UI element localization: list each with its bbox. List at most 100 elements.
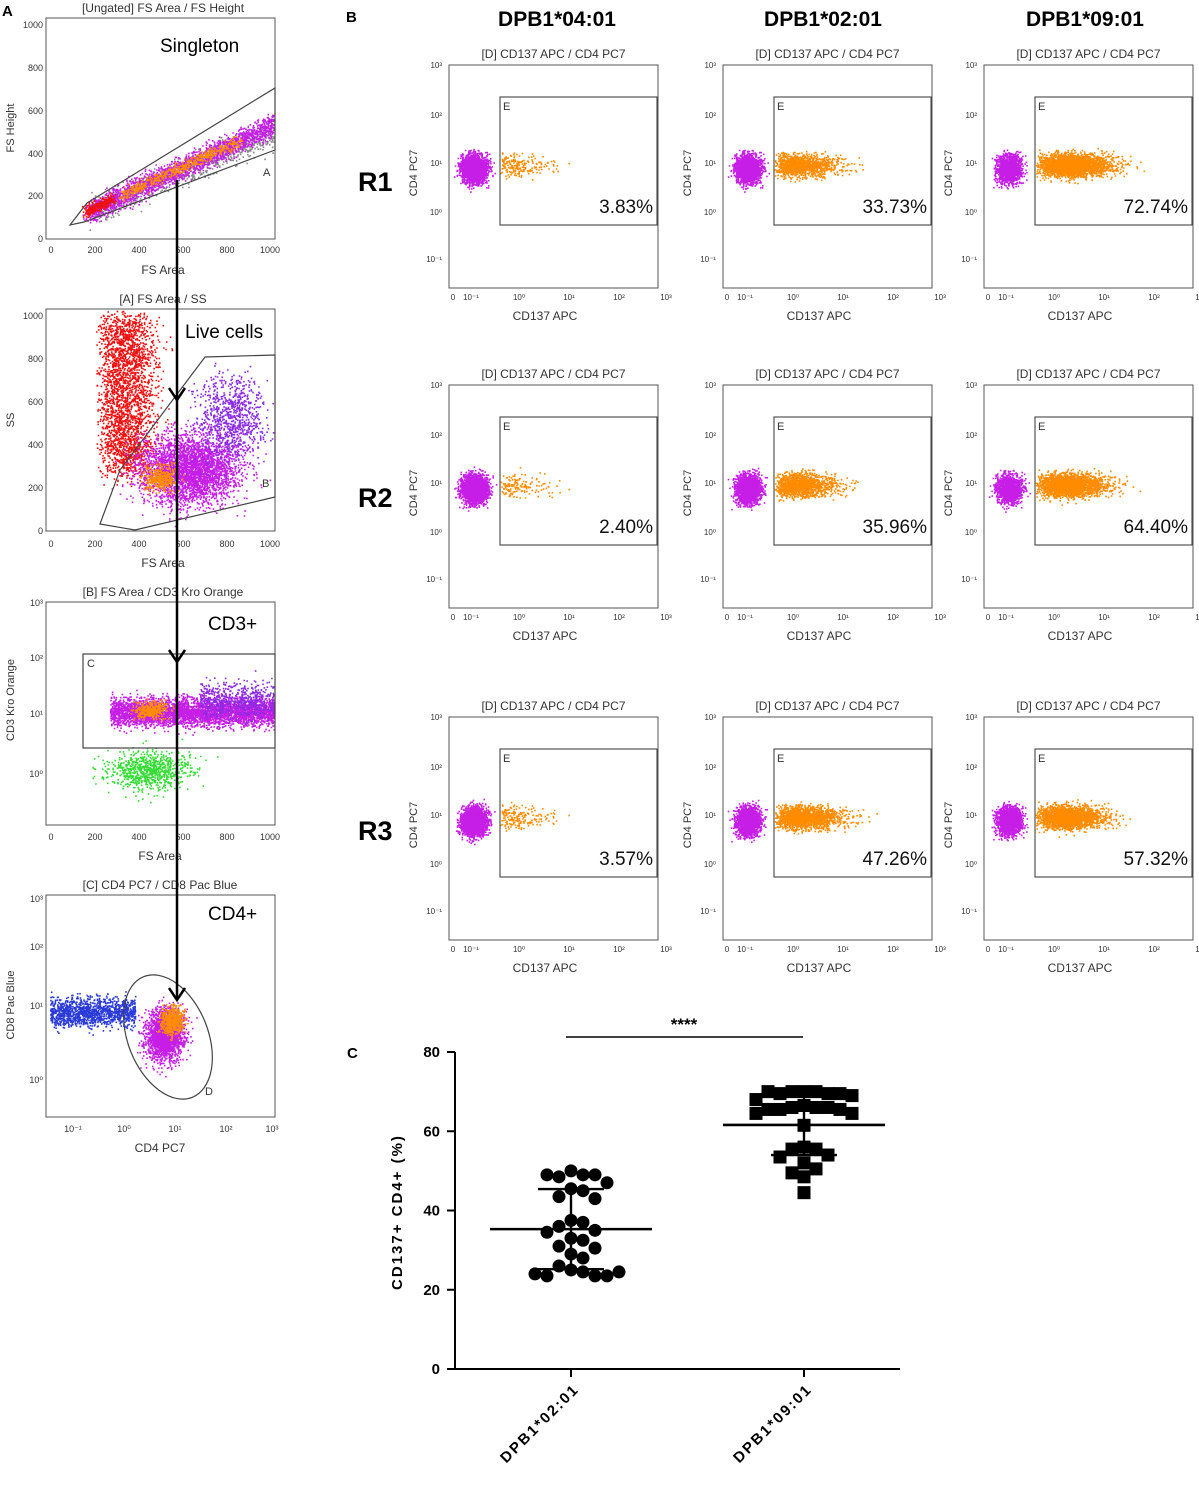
x-tick: 10³ <box>934 293 946 302</box>
x-tick: 200 <box>87 832 102 842</box>
x-axis-label: CD137 APC <box>513 309 578 323</box>
data-point-square <box>845 1106 859 1120</box>
data-point-circle <box>552 1219 566 1233</box>
x-tick: 10¹ <box>563 613 575 622</box>
event-dot-cloud <box>139 460 185 495</box>
y-axis-label: CD4 PC7 <box>943 802 955 848</box>
data-point-square <box>797 1140 811 1154</box>
data-point-circle <box>564 1213 578 1227</box>
data-point-square <box>797 1186 811 1200</box>
data-point-circle <box>564 1247 578 1261</box>
x-tick: 10³ <box>934 613 946 622</box>
plot-title: [D] CD137 APC / CD4 PC7 <box>1016 47 1160 61</box>
percentage-label: 33.73% <box>863 197 928 218</box>
x-tick: 10³ <box>660 293 672 302</box>
gating-plot-live-cells: [A] FS Area / SS B Live cells 0 200 400 … <box>5 292 280 570</box>
y-tick: 10⁰ <box>704 860 716 869</box>
flow-plot: [D] CD137 APC / CD4 PC7 E 3.83% 10³ 10² 10¹ 10… <box>408 47 672 323</box>
y-axis-label: CD8 Pac Blue <box>5 970 17 1039</box>
y-tick: 10¹ <box>430 811 442 820</box>
gate-label-d: D <box>205 1086 213 1098</box>
y-tick: 10³ <box>965 713 977 722</box>
y-tick: 10³ <box>965 381 977 390</box>
event-dot-cloud <box>774 801 878 835</box>
gate-b-outline <box>99 354 276 531</box>
y-tick: 10⁰ <box>704 208 716 217</box>
x-tick: 400 <box>131 245 146 255</box>
x-tick: 10⁰ <box>513 293 525 302</box>
x-axis-label: CD137 APC <box>1048 961 1113 975</box>
x-tick: 10¹ <box>168 1124 181 1134</box>
data-point-circle <box>600 1269 614 1283</box>
data-point-square <box>821 1148 835 1162</box>
x-tick: 10³ <box>934 945 946 954</box>
y-axis-label: CD4 PC7 <box>682 802 694 848</box>
x-tick: 10¹ <box>837 613 849 622</box>
event-dot-cloud <box>1036 147 1146 185</box>
x-tick-labels: 10⁻¹ 10⁰ 10¹ 10² 10³ <box>64 1124 278 1134</box>
flow-plot-grid: [D] CD137 APC / CD4 PC7 E 3.83% 10³ 10² 10¹ 10… <box>408 47 1199 975</box>
plot-frame <box>983 716 1194 941</box>
plot-frame <box>722 716 933 941</box>
x-tick: 10⁰ <box>513 613 525 622</box>
x-tick: 10⁻¹ <box>64 1124 82 1134</box>
data-point-circle <box>552 1239 566 1253</box>
plot-frame <box>722 384 933 609</box>
data-point-square <box>785 1166 799 1180</box>
y-tick-label: 80 <box>423 1044 440 1061</box>
plot-title: [D] CD137 APC / CD4 PC7 <box>755 47 899 61</box>
y-tick: 400 <box>28 149 43 159</box>
data-point-circle <box>588 1168 602 1182</box>
x-axis-label: CD137 APC <box>787 961 852 975</box>
y-tick-labels: 0 200 400 600 800 1000 <box>23 311 43 536</box>
y-tick: 10¹ <box>704 479 716 488</box>
gate-label-e: E <box>503 753 510 765</box>
plot-frame <box>448 384 659 609</box>
y-tick: 10³ <box>30 598 43 608</box>
x-tick: 10² <box>613 293 625 302</box>
gating-plot-cd3: [B] FS Area / CD3 Kro Orange C CD3+ 10⁰ … <box>5 585 280 863</box>
data-point-circle <box>600 1176 614 1190</box>
x-tick: 10⁻¹ <box>737 945 753 954</box>
y-tick: 10³ <box>430 713 442 722</box>
x-tick: 10² <box>887 613 899 622</box>
y-tick: 10³ <box>704 61 716 70</box>
y-tick: 10⁰ <box>704 528 716 537</box>
x-tick: 10⁰ <box>1048 293 1060 302</box>
y-tick-label: 20 <box>423 1282 440 1299</box>
gate-label-b: B <box>262 478 269 490</box>
x-tick: 10⁰ <box>513 945 525 954</box>
y-tick: 10⁰ <box>430 208 442 217</box>
x-tick: 0 <box>48 539 53 549</box>
y-tick: 10¹ <box>965 811 977 820</box>
y-tick: 400 <box>28 440 43 450</box>
percentage-label: 3.57% <box>599 849 653 870</box>
x-tick: 10⁻¹ <box>998 613 1014 622</box>
x-tick: 10³ <box>1195 945 1199 954</box>
plot-frame <box>448 64 659 289</box>
gating-plot-cd4: [C] CD4 PC7 / CD8 Pac Blue D CD4+ 10⁰ 10… <box>5 878 279 1155</box>
arrowhead-icon <box>167 987 187 1003</box>
x-axis-label: CD137 APC <box>787 629 852 643</box>
y-tick: 10⁰ <box>965 860 977 869</box>
plot-title: [D] CD137 APC / CD4 PC7 <box>1016 367 1160 381</box>
y-tick: 10² <box>965 111 977 120</box>
flow-plot: [D] CD137 APC / CD4 PC7 E 2.40% 10³ 10² 10¹ 10… <box>408 367 672 643</box>
y-axis-label: CD137+ CD4+ (%) <box>389 1134 406 1290</box>
y-tick: 10² <box>965 763 977 772</box>
flow-plot: [D] CD137 APC / CD4 PC7 E 47.26% 10³ 10² 10¹ 1… <box>682 699 946 975</box>
data-point-square <box>833 1102 847 1116</box>
y-tick: 10⁻¹ <box>426 575 442 584</box>
y-tick: 10² <box>704 111 716 120</box>
data-point-circle <box>588 1223 602 1237</box>
y-axis-label: CD4 PC7 <box>408 802 420 848</box>
plot-title: [Ungated] FS Area / FS Height <box>82 1 245 15</box>
y-tick: 10¹ <box>704 159 716 168</box>
gate-e-outline <box>499 96 658 226</box>
arrowhead-icon <box>167 649 187 665</box>
data-point-circle <box>588 1241 602 1255</box>
y-tick: 10⁰ <box>965 208 977 217</box>
x-tick: 10⁻¹ <box>737 293 753 302</box>
data-point-square <box>845 1089 859 1103</box>
y-tick: 200 <box>28 191 43 201</box>
